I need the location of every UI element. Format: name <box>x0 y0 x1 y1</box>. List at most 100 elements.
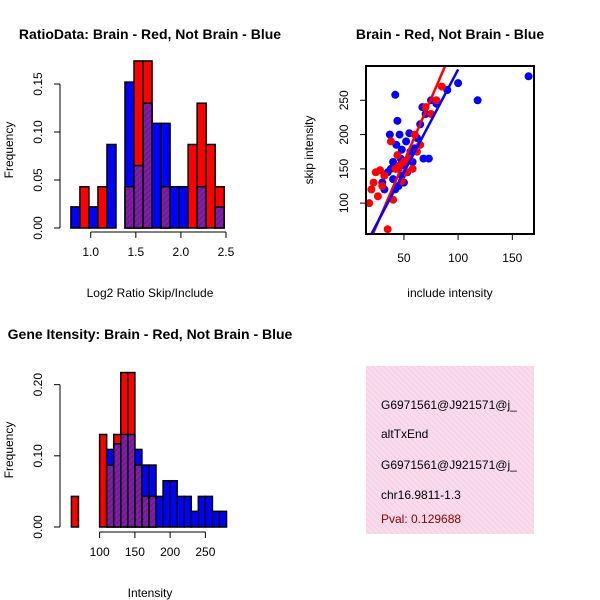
intensity-hist: 100 150 200 250 0.00 0.10 0.20 <box>31 371 228 559</box>
ratio-hist-title: RatioData: Brain - Red, Not Brain - Blue <box>19 26 281 42</box>
scatter-y-tick-label: 200 <box>337 124 351 144</box>
ratio-hist-y-tick-label: 0.10 <box>31 120 45 144</box>
ratio-hist-bar-overlap <box>160 185 171 229</box>
scatter-point-not-brain <box>385 130 394 139</box>
scatter-point-brain <box>366 199 374 208</box>
ratio-hist-y-tick-label: 0.15 <box>31 72 45 96</box>
scatter-y-tick-label: 100 <box>337 193 351 213</box>
intensity-hist-x-tick-label: 100 <box>90 545 110 559</box>
intensity-hist-bar-not-brain <box>204 495 214 528</box>
intensity-hist-y-tick-label: 0.10 <box>31 444 45 468</box>
ratio-hist-bar-not-brain <box>106 143 117 229</box>
scatter-x-tick-label: 150 <box>502 251 522 265</box>
intensity-hist-y-tick-label: 0.20 <box>31 373 45 397</box>
info-line-3: G6971561@J921571@j_ <box>381 458 517 472</box>
scatter-points-layer <box>366 66 533 234</box>
scatter-point-not-brain <box>473 96 482 105</box>
ratio-hist-bar-overlap <box>214 206 225 229</box>
ratio-hist-x-tick-label: 1.0 <box>82 245 99 259</box>
ratio-hist-bar-overlap <box>196 185 207 229</box>
ratio-hist-bar-not-brain <box>88 206 99 229</box>
intensity-hist-bar-overlap <box>134 464 143 528</box>
intensity-hist-bar-not-brain <box>218 510 228 528</box>
scatter-point-brain <box>386 137 395 146</box>
intensity-hist-bar-not-brain <box>176 495 185 528</box>
info-panel-background <box>366 366 534 534</box>
intensity-hist-bar-not-brain <box>190 510 200 528</box>
scatter-point-brain <box>408 164 417 173</box>
scatter-point-brain <box>373 192 382 201</box>
intensity-hist-bar-not-brain <box>183 495 193 528</box>
scatter-point-not-brain <box>389 158 398 166</box>
ratio-hist-y-tick-label: 0.00 <box>31 216 45 240</box>
scatter-point-brain <box>376 166 385 175</box>
scatter-point-not-brain <box>391 90 400 99</box>
ratio-hist-bar-brain <box>79 185 90 229</box>
intensity-hist-xlabel: Intensity <box>128 586 173 600</box>
scatter-plot: 50 100 150 100 150 200 250 <box>337 65 535 265</box>
scatter-point-brain <box>432 96 441 105</box>
scatter-y-tick-label: 150 <box>337 159 351 179</box>
intensity-hist-bar-overlap <box>148 495 157 528</box>
ratio-hist-bar-brain <box>97 185 108 229</box>
info-line-1: G6971561@J921571@j_ <box>381 398 517 412</box>
intensity-hist-bar-not-brain <box>162 479 171 528</box>
scatter-ylabel: skip intensity <box>302 116 316 185</box>
intensity-hist-bar-brain <box>70 495 80 528</box>
scatter-point-brain <box>378 182 387 190</box>
intensity-hist-bar-overlap <box>112 442 122 528</box>
intensity-hist-bar-not-brain <box>169 479 178 528</box>
ratio-hist-bar-not-brain <box>169 185 180 229</box>
scatter-point-not-brain <box>402 137 411 146</box>
ratio-hist-x-tick-label: 2.5 <box>218 245 235 259</box>
info-panel: G6971561@J921571@j_ altTxEnd G6971561@J9… <box>366 366 534 534</box>
intensity-hist-x-tick-label: 150 <box>125 545 145 559</box>
scatter-point-brain <box>369 178 378 187</box>
intensity-hist-ylabel: Frequency <box>2 422 16 479</box>
scatter-point-not-brain <box>424 154 433 163</box>
ratio-hist-bar-not-brain <box>178 185 189 229</box>
scatter-title: Brain - Red, Not Brain - Blue <box>356 26 544 42</box>
scatter-xlabel: include intensity <box>407 286 492 300</box>
scatter-x-tick-label: 50 <box>397 251 411 265</box>
scatter-point-not-brain <box>395 130 404 139</box>
scatter-point-brain <box>383 225 392 234</box>
info-line-2: altTxEnd <box>381 427 428 441</box>
intensity-hist-bar-not-brain <box>197 495 207 528</box>
intensity-hist-bar-overlap <box>127 433 136 528</box>
scatter-y-tick-label: 250 <box>337 90 351 110</box>
ratio-hist-bar-overlap <box>142 102 153 229</box>
intensity-hist-bar-overlap <box>120 433 129 528</box>
intensity-hist-bar-not-brain <box>155 495 164 528</box>
scatter-point-not-brain <box>397 145 406 154</box>
intensity-hist-x-tick-label: 250 <box>195 545 215 559</box>
ratio-hist-bar-overlap <box>124 185 135 229</box>
ratio-hist-bar-brain <box>187 143 198 229</box>
scatter-point-brain <box>437 82 446 91</box>
scatter-point-not-brain <box>524 72 533 81</box>
scatter-frame <box>365 65 535 235</box>
ratio-hist-x-tick-label: 2.0 <box>173 245 190 259</box>
scatter-point-not-brain <box>454 79 463 88</box>
info-line-4: chr16.9811-1.3 <box>381 488 461 502</box>
scatter-point-brain <box>367 185 376 194</box>
intensity-hist-x-tick-label: 200 <box>160 545 180 559</box>
intensity-hist-bar-brain <box>98 433 108 528</box>
ratio-hist-bar-not-brain <box>151 122 162 229</box>
intensity-hist-title: Gene Itensity: Brain - Red, Not Brain - … <box>8 326 293 342</box>
scatter-point-not-brain <box>393 116 402 125</box>
ratio-hist-y-tick-label: 0.05 <box>31 168 45 192</box>
ratio-hist-bar-not-brain <box>70 206 81 229</box>
fit-line-not-brain <box>370 68 460 234</box>
scatter-point-brain <box>393 151 402 160</box>
intensity-hist-bar-not-brain <box>211 510 221 528</box>
ratio-hist-x-tick-label: 1.5 <box>127 245 144 259</box>
intensity-hist-bar-overlap <box>105 464 115 528</box>
ratio-hist: 1.0 1.5 2.0 2.5 0.00 0.05 0.10 0.15 <box>31 60 235 259</box>
intensity-hist-bar-overlap <box>141 495 150 528</box>
info-pval: Pval: 0.129688 <box>381 512 461 526</box>
scatter-x-tick-label: 100 <box>448 251 468 265</box>
ratio-hist-bar-brain <box>205 143 216 229</box>
scatter-point-brain <box>380 171 389 180</box>
